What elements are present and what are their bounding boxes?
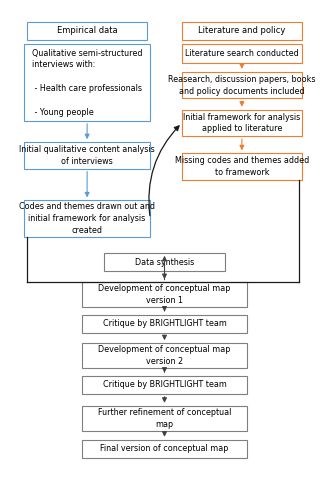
- FancyBboxPatch shape: [82, 376, 247, 394]
- FancyBboxPatch shape: [182, 44, 302, 63]
- Text: Missing codes and themes added
to framework: Missing codes and themes added to framew…: [175, 156, 309, 177]
- FancyBboxPatch shape: [105, 253, 224, 272]
- Text: Codes and themes drawn out and
initial framework for analysis
created: Codes and themes drawn out and initial f…: [19, 202, 155, 235]
- FancyBboxPatch shape: [24, 142, 150, 169]
- FancyBboxPatch shape: [82, 343, 247, 368]
- FancyBboxPatch shape: [24, 200, 150, 236]
- FancyBboxPatch shape: [182, 153, 302, 180]
- FancyBboxPatch shape: [82, 314, 247, 333]
- Text: Initial qualitative content analysis
of interviews: Initial qualitative content analysis of …: [19, 145, 155, 166]
- FancyBboxPatch shape: [27, 22, 147, 40]
- Text: Data synthesis: Data synthesis: [135, 258, 194, 266]
- FancyBboxPatch shape: [182, 110, 302, 136]
- Text: Initial framework for analysis
applied to literature: Initial framework for analysis applied t…: [183, 112, 300, 134]
- Text: Critique by BRIGHTLIGHT team: Critique by BRIGHTLIGHT team: [103, 380, 226, 390]
- Text: Development of conceptual map
version 1: Development of conceptual map version 1: [98, 284, 231, 305]
- Text: Final version of conceptual map: Final version of conceptual map: [100, 444, 229, 454]
- Text: Literature and policy: Literature and policy: [198, 26, 286, 36]
- Text: Further refinement of conceptual
map: Further refinement of conceptual map: [98, 408, 231, 428]
- Text: Development of conceptual map
version 2: Development of conceptual map version 2: [98, 346, 231, 366]
- FancyBboxPatch shape: [182, 22, 302, 40]
- FancyBboxPatch shape: [82, 440, 247, 458]
- Text: Qualitative semi-structured
interviews with:

 - Health care professionals

 - Y: Qualitative semi-structured interviews w…: [32, 48, 142, 116]
- Text: Reasearch, discussion papers, books
and policy documents included: Reasearch, discussion papers, books and …: [168, 74, 316, 96]
- FancyBboxPatch shape: [82, 282, 247, 307]
- FancyBboxPatch shape: [82, 406, 247, 431]
- FancyBboxPatch shape: [24, 44, 150, 121]
- Text: Empirical data: Empirical data: [57, 26, 117, 36]
- Text: Critique by BRIGHTLIGHT team: Critique by BRIGHTLIGHT team: [103, 319, 226, 328]
- FancyBboxPatch shape: [182, 72, 302, 99]
- Text: Literature search conducted: Literature search conducted: [185, 49, 299, 58]
